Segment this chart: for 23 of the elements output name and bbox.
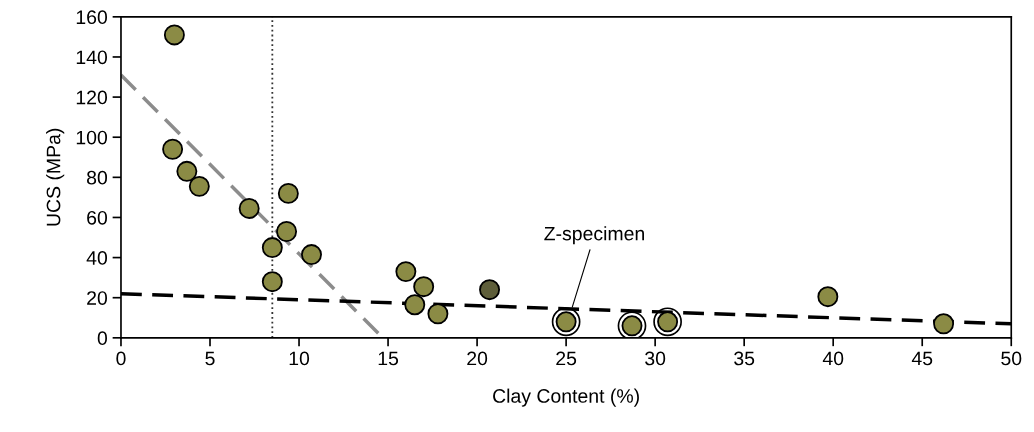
y-tick-label: 160	[76, 10, 108, 25]
y-tick-label: 80	[87, 170, 108, 185]
x-tick-label: 20	[467, 351, 488, 366]
x-tick-label: 30	[645, 351, 666, 366]
x-tick-label: 35	[734, 351, 755, 366]
x-tick-label: 0	[116, 351, 126, 366]
y-tick-label: 0	[97, 331, 108, 346]
annotation: Z-specimen	[544, 226, 644, 245]
y-tick-label: 20	[87, 291, 108, 305]
x-tick-label: 50	[1001, 351, 1022, 366]
x-tick-label: 45	[911, 351, 933, 366]
y-tick-label: 100	[76, 130, 108, 145]
y-axis-title: UCS (MPa)	[46, 128, 65, 226]
x-tick-label: 5	[205, 351, 215, 366]
y-tick-label: 60	[87, 210, 108, 225]
y-tick-label: 140	[76, 50, 108, 65]
x-axis-title: Clay Content (%)	[493, 388, 639, 407]
y-tick-label: 40	[86, 251, 108, 265]
x-tick-label: 25	[556, 351, 577, 366]
x-tick-label: 40	[822, 351, 844, 366]
x-tick-label: 15	[378, 351, 399, 366]
y-tick-label: 120	[76, 90, 108, 105]
x-tick-label: 10	[289, 351, 310, 366]
